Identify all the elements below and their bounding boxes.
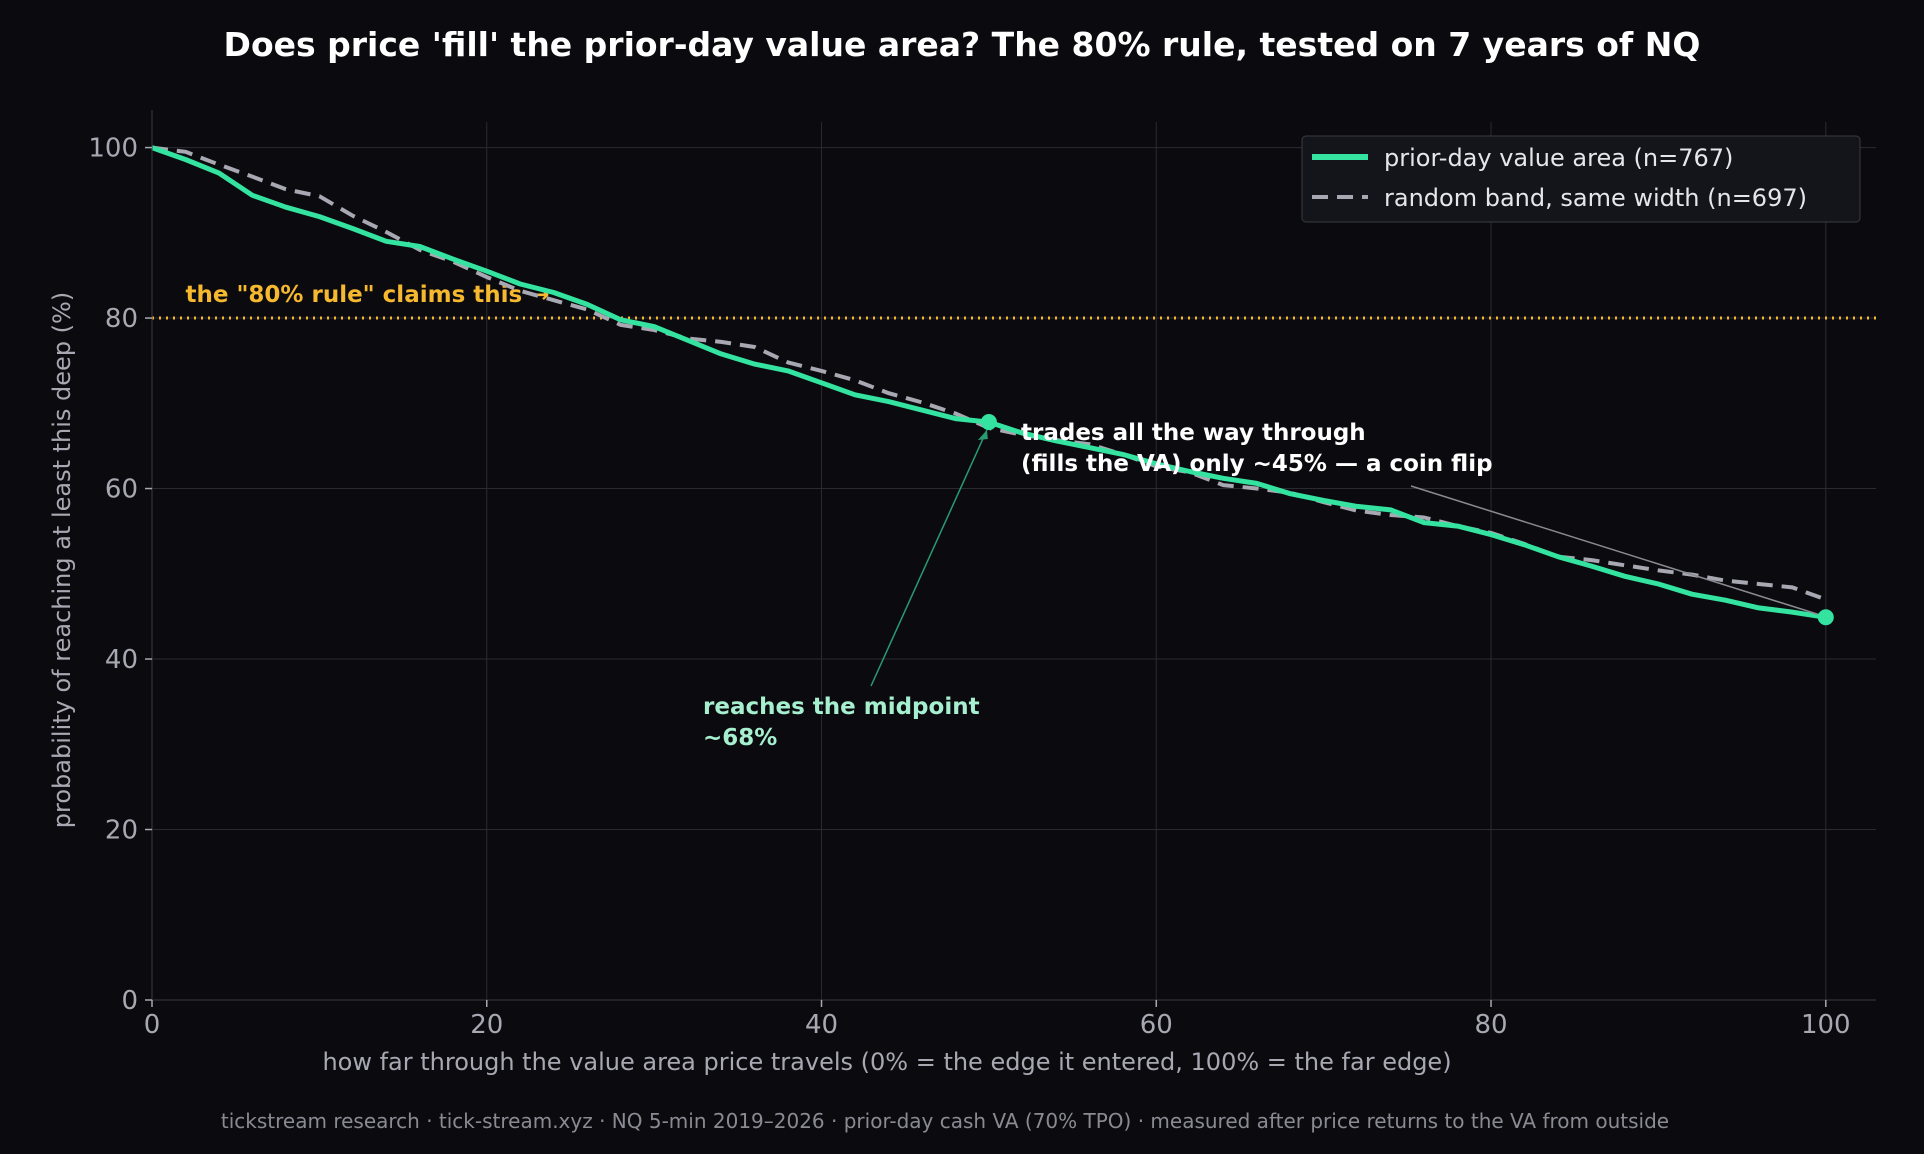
midpoint-marker [980,414,997,431]
legend-entry-label: random band, same width (n=697) [1384,184,1807,212]
y-axis-label: probability of reaching at least this de… [48,292,76,828]
fill-annotation-line: trades all the way through [1021,420,1366,446]
x-tick-label: 40 [805,1010,838,1040]
y-tick-label: 80 [105,304,138,334]
far-edge-arrow [1410,485,1819,615]
x-tick-label: 20 [470,1010,503,1040]
chart-title: Does price 'fill' the prior-day value ar… [224,25,1701,64]
footer-credit: tickstream research · tick-stream.xyz · … [221,1109,1669,1133]
x-tick-label: 0 [144,1010,161,1040]
y-tick-label: 60 [105,475,138,505]
legend-entry-label: prior-day value area (n=767) [1384,144,1733,172]
y-tick-label: 40 [105,645,138,675]
midpoint-arrowhead [977,430,988,441]
x-tick-label: 80 [1474,1010,1507,1040]
midpoint-annotation-line: reaches the midpoint [703,694,980,720]
legend-box [1301,135,1861,223]
axes-group: 0 20 40 60 80 100 0 20 40 60 80 100 [88,110,1876,1040]
x-tick-label: 60 [1140,1010,1173,1040]
y-tick-label: 0 [121,986,138,1016]
far-edge-marker [1817,609,1834,626]
x-axis-label: how far through the value area price tra… [322,1048,1451,1076]
midpoint-annotation-line: ~68% [703,725,777,751]
fill-annotation-line: (fills the VA) only ~45% — a coin flip [1021,451,1493,477]
annotations-group: reaches the midpoint ~68% trades all the w… [703,414,1834,751]
midpoint-arrow [870,429,988,687]
x-tick-label: 100 [1801,1010,1851,1040]
reference-line-label: the "80% rule" claims this → [185,282,549,308]
y-tick-label: 100 [88,134,138,164]
y-tick-label: 20 [105,816,138,846]
reference-line-group: the "80% rule" claims this → [152,282,1876,320]
legend: prior-day value area (n=767) random band,… [1301,135,1861,223]
